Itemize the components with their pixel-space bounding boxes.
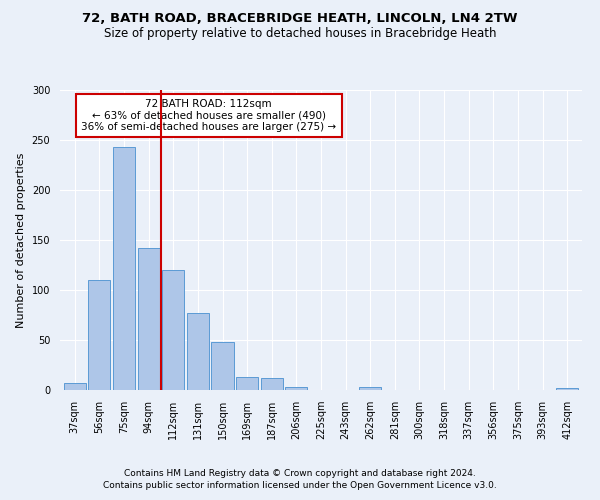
Bar (260, 378, 283, 390)
Bar (162, 270, 184, 390)
Bar (211, 342, 233, 390)
Text: 72 BATH ROAD: 112sqm
← 63% of detached houses are smaller (490)
36% of semi-deta: 72 BATH ROAD: 112sqm ← 63% of detached h… (81, 99, 337, 132)
Bar (137, 248, 160, 390)
Bar (285, 387, 307, 390)
Bar (556, 388, 578, 390)
Bar (64, 383, 86, 390)
Text: 72, BATH ROAD, BRACEBRIDGE HEATH, LINCOLN, LN4 2TW: 72, BATH ROAD, BRACEBRIDGE HEATH, LINCOL… (82, 12, 518, 26)
Bar (187, 313, 209, 390)
Bar (359, 387, 382, 390)
Y-axis label: Number of detached properties: Number of detached properties (16, 152, 26, 328)
Bar (113, 147, 135, 390)
Bar (236, 377, 258, 390)
Bar (88, 280, 110, 390)
Text: Contains public sector information licensed under the Open Government Licence v3: Contains public sector information licen… (103, 481, 497, 490)
Text: Contains HM Land Registry data © Crown copyright and database right 2024.: Contains HM Land Registry data © Crown c… (124, 468, 476, 477)
Text: Size of property relative to detached houses in Bracebridge Heath: Size of property relative to detached ho… (104, 28, 496, 40)
